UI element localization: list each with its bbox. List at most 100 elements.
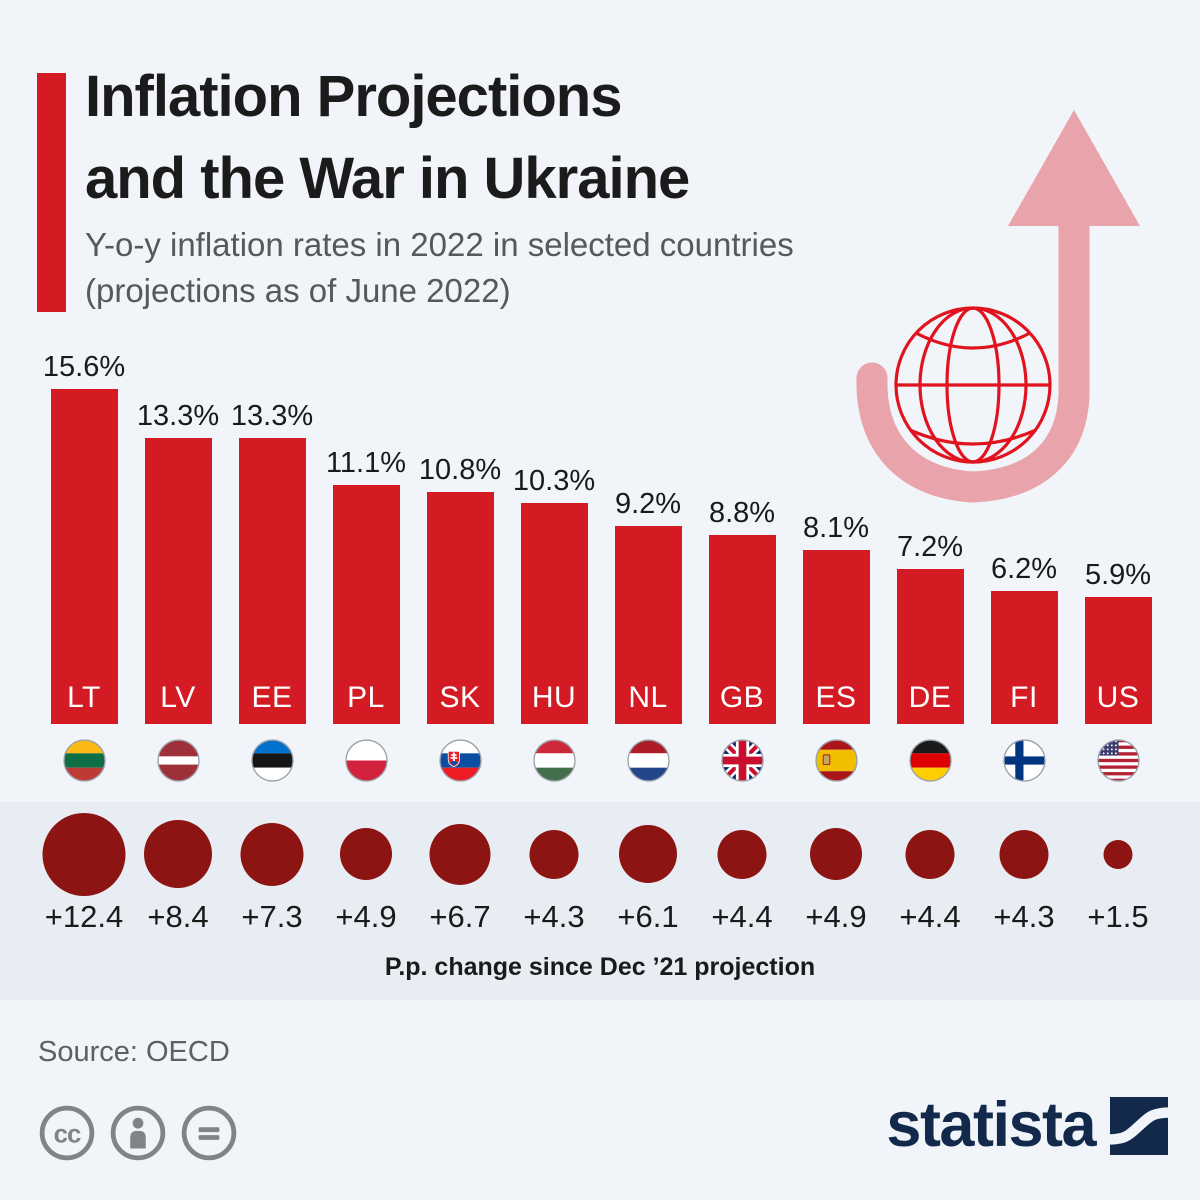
up-arrow-icon	[856, 110, 1140, 503]
country-code-label: EE	[251, 681, 293, 714]
us-flag-icon	[1096, 738, 1140, 782]
bar-gb: GB	[708, 535, 776, 724]
bar-column-de: 7.2% DE	[883, 531, 977, 724]
title-line-2: and the War in Ukraine	[85, 146, 690, 211]
flag-cell-sk	[413, 737, 507, 783]
bubble-column-pl: +4.9	[319, 802, 413, 952]
statista-logo: statista	[886, 1094, 1168, 1157]
country-code-label: HU	[531, 681, 577, 714]
flag-cell-de	[883, 737, 977, 783]
bar-es: ES	[802, 550, 870, 724]
flag-cell-gb	[695, 737, 789, 783]
change-value-label: +4.4	[899, 899, 961, 934]
change-bubble	[905, 829, 955, 879]
bubble-column-hu: +4.3	[507, 802, 601, 952]
country-code-label: LT	[67, 681, 101, 714]
bar-value-label: 11.1%	[325, 447, 407, 479]
bar-column-pl: 11.1% PL	[319, 447, 413, 724]
bar-column-us: 5.9% US	[1071, 559, 1165, 724]
bubble-column-es: +4.9	[789, 802, 883, 952]
change-value-label: +4.9	[805, 899, 867, 934]
change-value-label: +12.4	[44, 899, 124, 934]
page-title: Inflation Projections and the War in Ukra…	[85, 56, 690, 220]
flag-cell-us	[1071, 737, 1165, 783]
pl-flag-icon	[344, 738, 388, 782]
change-value-label: +7.3	[241, 899, 303, 934]
change-bubble	[240, 822, 304, 886]
bubble-column-sk: +6.7	[413, 802, 507, 952]
bar-value-label: 8.1%	[802, 512, 870, 544]
bubble-band: +12.4 +8.4 +7.3 +4.9 +6.7 +4.3 +6.1 +4.4 +4.9 +4.…	[0, 802, 1200, 1000]
bar-column-nl: 9.2% NL	[601, 488, 695, 724]
country-code-label: NL	[628, 681, 668, 714]
change-value-label: +4.4	[711, 899, 773, 934]
no-derivatives-icon	[181, 1105, 237, 1161]
change-bubble	[1103, 839, 1133, 869]
es-flag-icon	[814, 738, 858, 782]
bar-sk: SK	[426, 492, 494, 724]
bar-value-label: 13.3%	[136, 400, 220, 432]
subtitle-line-1: Y-o-y inflation rates in 2022 in selecte…	[85, 226, 794, 263]
country-code-label: DE	[908, 681, 952, 714]
bubble-column-nl: +6.1	[601, 802, 695, 952]
country-code-label: GB	[719, 681, 765, 714]
bar-fi: FI	[990, 591, 1058, 724]
bar-us: US	[1084, 597, 1152, 724]
change-value-label: +6.7	[429, 899, 491, 934]
svg-text:cc: cc	[54, 1120, 81, 1148]
bar-lt: LT	[50, 389, 118, 724]
change-value-label: +6.1	[617, 899, 679, 934]
bar-column-hu: 10.3% HU	[507, 465, 601, 724]
change-value-label: +4.3	[993, 899, 1055, 934]
bar-column-gb: 8.8% GB	[695, 497, 789, 724]
change-bubble	[144, 820, 212, 888]
page-subtitle: Y-o-y inflation rates in 2022 in selecte…	[85, 222, 794, 314]
bar-value-label: 6.2%	[990, 553, 1058, 585]
bar-value-label: 7.2%	[896, 531, 964, 563]
change-bubble	[429, 823, 491, 885]
bubble-column-ee: +7.3	[225, 802, 319, 952]
change-value-label: +8.4	[147, 899, 209, 934]
lt-flag-icon	[62, 738, 106, 782]
bar-column-lv: 13.3% LV	[131, 400, 225, 724]
flag-cell-lt	[37, 737, 131, 783]
bar-nl: NL	[614, 526, 682, 724]
bar-value-label: 9.2%	[614, 488, 682, 520]
flag-cell-pl	[319, 737, 413, 783]
flag-cell-es	[789, 737, 883, 783]
change-bubble	[999, 829, 1049, 879]
change-value-label: +4.9	[335, 899, 397, 934]
subtitle-line-2: (projections as of June 2022)	[85, 272, 511, 309]
gb-flag-icon	[720, 738, 764, 782]
globe-arrow-graphic	[856, 110, 1140, 503]
license-icons: cc	[38, 1104, 238, 1162]
bubble-column-us: +1.5	[1071, 802, 1165, 952]
flag-row	[37, 737, 1165, 783]
flag-cell-nl	[601, 737, 695, 783]
bar-value-label: 10.3%	[512, 465, 596, 497]
bubble-chart: +12.4 +8.4 +7.3 +4.9 +6.7 +4.3 +6.1 +4.4 +4.9 +4.…	[37, 802, 1165, 952]
bar-chart: 15.6% LT 13.3% LV 13.3% EE 11.1% PL 10.8% SK 10.3%…	[37, 351, 1165, 724]
nl-flag-icon	[626, 738, 670, 782]
ee-flag-icon	[250, 738, 294, 782]
fi-flag-icon	[1002, 738, 1046, 782]
bar-lv: LV	[144, 438, 212, 724]
change-bubble	[619, 825, 677, 883]
sk-flag-icon	[438, 738, 482, 782]
bar-value-label: 13.3%	[230, 400, 314, 432]
flag-cell-ee	[225, 737, 319, 783]
flag-cell-fi	[977, 737, 1071, 783]
hu-flag-icon	[532, 738, 576, 782]
bubble-column-gb: +4.4	[695, 802, 789, 952]
bubble-column-lv: +8.4	[131, 802, 225, 952]
statista-wordmark: statista	[886, 1090, 1096, 1160]
change-bubble	[717, 829, 767, 879]
title-accent-bar	[37, 73, 66, 312]
change-value-label: +1.5	[1087, 899, 1149, 934]
cc-icon: cc	[39, 1105, 95, 1161]
lv-flag-icon	[156, 738, 200, 782]
bubble-column-de: +4.4	[883, 802, 977, 952]
statista-mark-icon	[1110, 1096, 1168, 1155]
country-code-label: US	[1096, 681, 1140, 714]
